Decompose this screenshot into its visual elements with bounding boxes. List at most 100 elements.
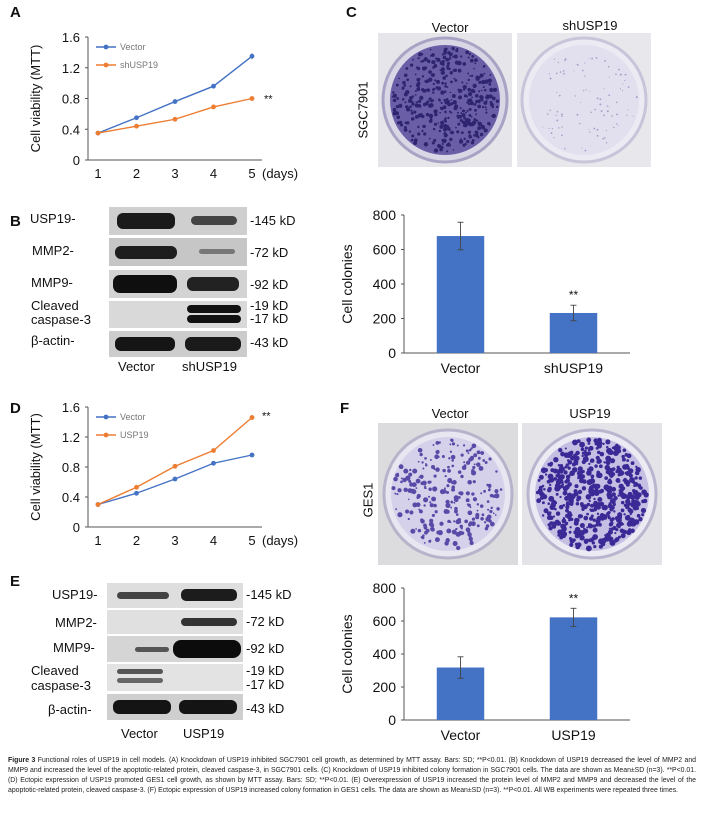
colony-dot <box>431 513 435 517</box>
x-tick-label: USP19 <box>551 727 596 743</box>
colony-dot <box>611 115 613 117</box>
colony-dot <box>494 493 500 499</box>
colony-dot <box>415 487 418 489</box>
colony-dot <box>439 521 444 526</box>
blot-label-mmp9: MMP9- <box>31 275 73 290</box>
colony-dot <box>469 58 474 63</box>
colony-dot <box>588 499 591 503</box>
colony-dot <box>448 110 452 113</box>
colony-dot <box>458 139 464 144</box>
colony-dot <box>615 73 617 75</box>
colony-dot <box>484 106 487 109</box>
blot-size-92: -92 kD <box>250 277 289 292</box>
colony-dot <box>626 459 630 462</box>
data-point <box>95 130 101 136</box>
colony-dot <box>617 494 620 497</box>
colony-dot <box>554 507 557 511</box>
colony-dot <box>583 528 589 534</box>
colony-dot <box>455 79 458 82</box>
colony-dot <box>480 451 485 455</box>
colony-dot <box>608 488 612 492</box>
colony-dot <box>466 109 469 112</box>
colony-dot <box>405 509 410 514</box>
colony-dot <box>491 105 495 109</box>
colony-dot <box>453 54 458 59</box>
colony-dot <box>409 482 414 487</box>
colony-dot <box>469 506 472 509</box>
plate-image-vector <box>381 36 509 164</box>
colony-dot <box>632 489 636 493</box>
blot-label-usp19: USP19- <box>30 211 76 226</box>
colony-dot <box>574 533 580 539</box>
colony-dot <box>625 494 628 497</box>
colony-dot <box>594 108 596 111</box>
colony-dot <box>449 70 453 75</box>
colony-dot <box>577 489 583 495</box>
colony-dot <box>608 76 610 78</box>
colony-dot <box>450 80 453 84</box>
colony-dot <box>414 90 417 93</box>
colony-dot <box>434 510 438 514</box>
colony-dot <box>464 464 467 467</box>
colony-dot <box>462 143 466 147</box>
colony-dot <box>596 459 601 464</box>
colony-dot <box>622 448 627 453</box>
colony-dot <box>392 91 395 94</box>
colony-dot <box>482 459 486 462</box>
colony-dot <box>471 517 476 521</box>
colony-dot <box>468 448 472 452</box>
colony-dot <box>605 455 612 462</box>
colony-dot <box>615 469 619 473</box>
colony-dot <box>453 520 456 523</box>
colony-dot <box>471 469 475 473</box>
colony-dot <box>463 461 466 464</box>
colony-dot <box>560 113 563 116</box>
colony-dot <box>480 89 483 92</box>
colony-dot <box>564 489 567 492</box>
colony-dot <box>603 137 606 139</box>
colony-dot <box>634 476 638 480</box>
data-point <box>95 502 101 507</box>
y-tick-label: 600 <box>373 613 397 629</box>
colony-dot <box>446 86 449 88</box>
colony-dot <box>455 527 458 531</box>
bar-usp19 <box>549 617 598 720</box>
colony-dot <box>479 73 484 78</box>
colony-dot <box>445 499 450 504</box>
panel-label-b: B <box>10 213 21 230</box>
colony-dot <box>602 138 604 140</box>
blot-size-145: -145 kD <box>246 587 292 602</box>
colony-dot <box>599 98 602 101</box>
colony-dot <box>584 446 589 450</box>
colony-dot <box>607 451 612 455</box>
colony-dot <box>444 541 449 546</box>
colony-dot <box>451 529 457 535</box>
colony-dot <box>619 73 622 76</box>
colony-dot <box>483 489 486 493</box>
colony-dot <box>576 63 579 66</box>
blot-size-43: -43 kD <box>246 701 285 716</box>
colony-dot <box>538 474 544 480</box>
colony-dot <box>477 136 480 139</box>
colony-dot <box>409 510 414 515</box>
colony-dot <box>467 452 470 455</box>
colony-dot <box>432 82 435 86</box>
colony-dot <box>398 77 401 80</box>
colony-dot <box>414 73 417 76</box>
colony-dot <box>414 94 417 96</box>
colony-dot <box>600 537 607 544</box>
y-tick-label: 0 <box>388 712 396 728</box>
colony-dot <box>638 476 643 480</box>
colony-dot <box>432 486 438 492</box>
y-axis-label: Cell colonies <box>340 244 355 323</box>
colony-dot <box>469 101 474 106</box>
colony-dot <box>608 529 613 535</box>
colony-dot <box>606 445 609 449</box>
colony-dot <box>633 519 640 525</box>
colony-dot <box>642 498 648 504</box>
colony-dot <box>431 53 435 57</box>
colony-dot <box>542 126 544 128</box>
colony-dot <box>623 503 627 507</box>
colony-dot <box>457 470 462 474</box>
blot-size-19: -19 kD <box>246 663 285 678</box>
